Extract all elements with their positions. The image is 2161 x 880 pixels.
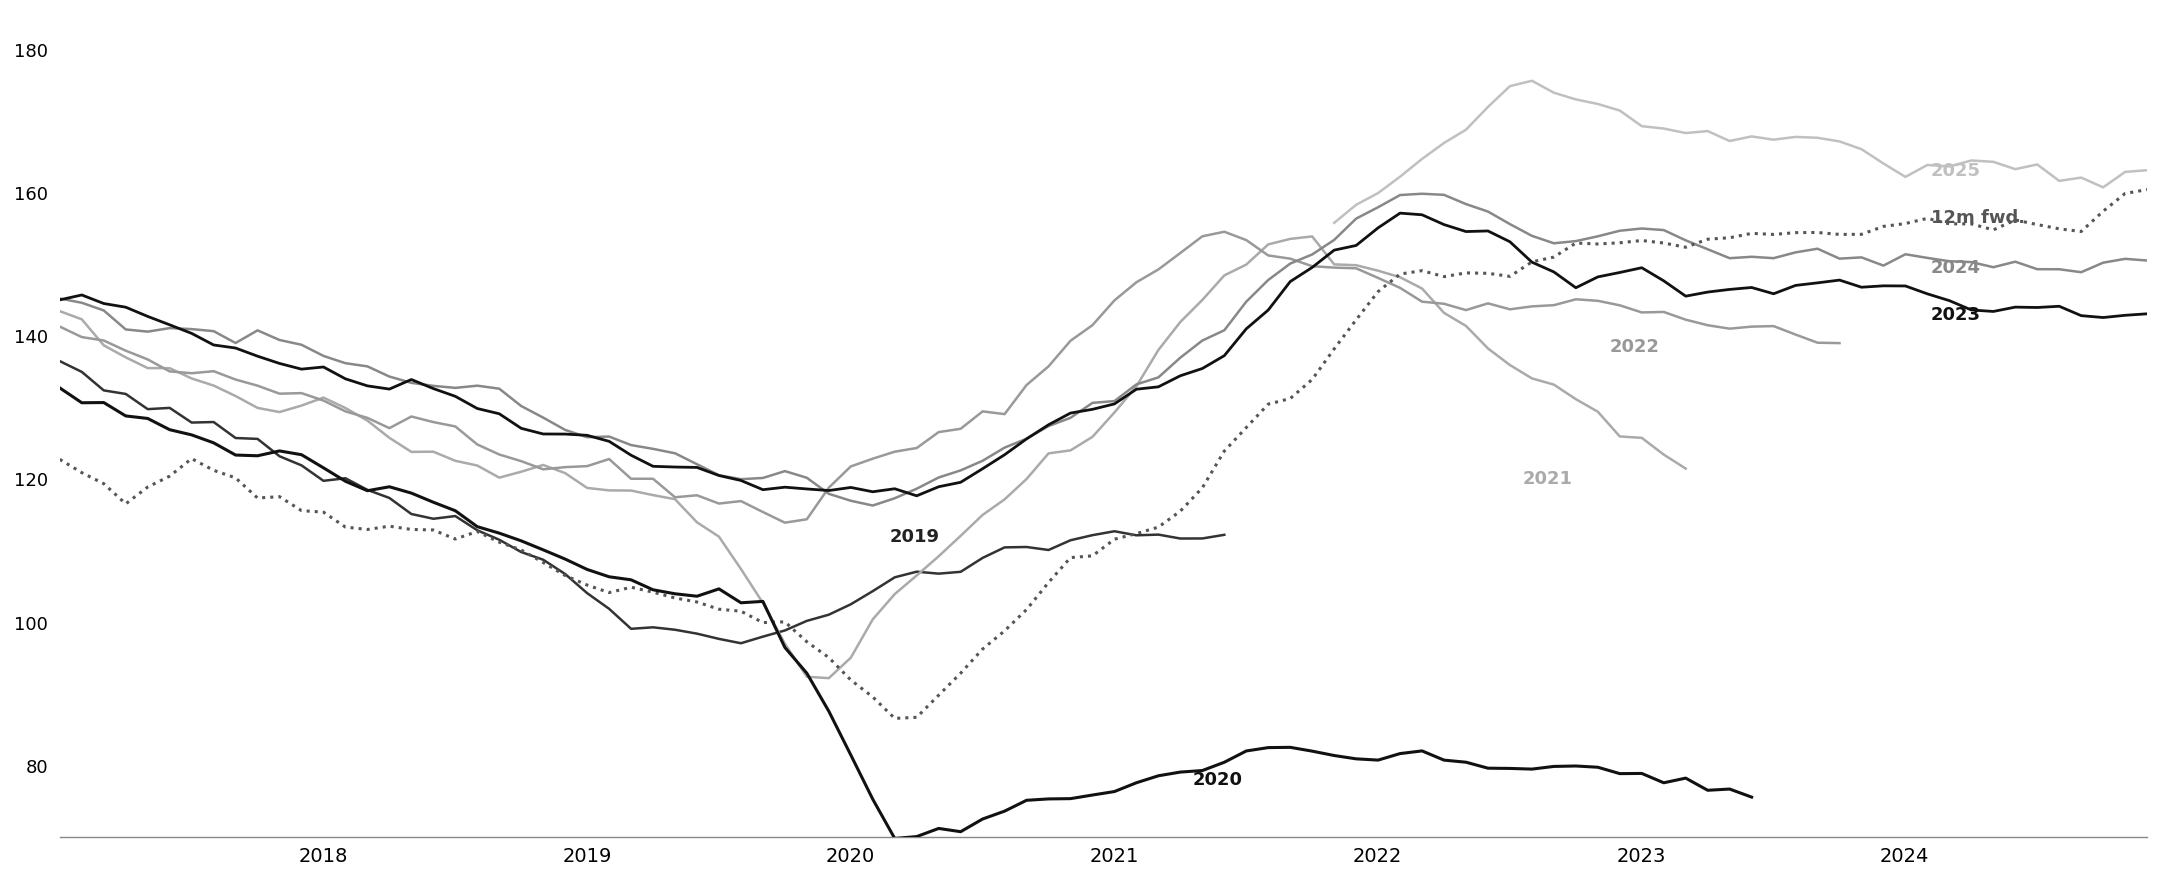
Text: 2019: 2019 <box>890 528 940 546</box>
Text: 2021: 2021 <box>1524 470 1573 488</box>
Text: 2023: 2023 <box>1932 305 1982 324</box>
Text: 2024: 2024 <box>1932 259 1982 277</box>
Text: 12m fwd.: 12m fwd. <box>1932 209 2025 227</box>
Text: 2022: 2022 <box>1610 338 1660 356</box>
Text: 2020: 2020 <box>1193 771 1243 789</box>
Text: 2025: 2025 <box>1932 163 1982 180</box>
